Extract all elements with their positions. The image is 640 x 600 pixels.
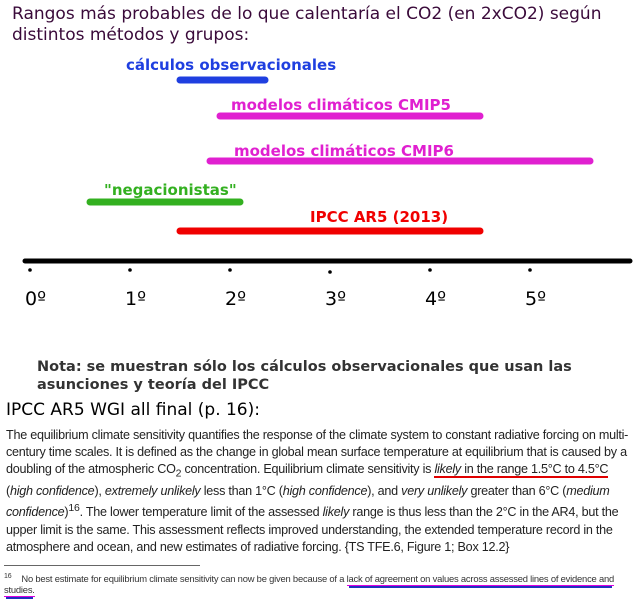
tick-mark	[228, 268, 232, 272]
range-label: "negacionistas"	[104, 181, 237, 199]
quoted-paragraph: The equilibrium climate sensitivity quan…	[6, 428, 629, 554]
range-label: IPCC AR5 (2013)	[310, 208, 448, 226]
tick-label: 1º	[125, 288, 146, 310]
tick-label: 3º	[325, 288, 346, 310]
tick-label: 4º	[425, 288, 446, 310]
tick-mark	[328, 270, 332, 274]
range-label: modelos climáticos CMIP6	[234, 142, 454, 160]
source-heading: IPCC AR5 WGI all final (p. 16):	[6, 400, 260, 420]
tick-mark	[28, 268, 32, 272]
note-text: Nota: se muestran sólo los cálculos obse…	[37, 359, 572, 393]
range-chart: cálculos observacionales modelos climátic…	[22, 56, 633, 310]
footnote: 16 No best estimate for equilibrium clima…	[4, 573, 615, 598]
tick-mark	[128, 268, 132, 272]
tick-label: 5º	[525, 288, 546, 310]
tick-label: 0º	[25, 288, 46, 310]
tick-mark	[428, 268, 432, 272]
range-label: cálculos observacionales	[126, 56, 336, 74]
footnote-divider	[4, 565, 200, 566]
chart-title: Rangos más probables de lo que calentarí…	[12, 4, 602, 45]
tick-label: 2º	[225, 288, 246, 310]
range-label: modelos climáticos CMIP5	[231, 96, 451, 114]
tick-mark	[528, 268, 532, 272]
